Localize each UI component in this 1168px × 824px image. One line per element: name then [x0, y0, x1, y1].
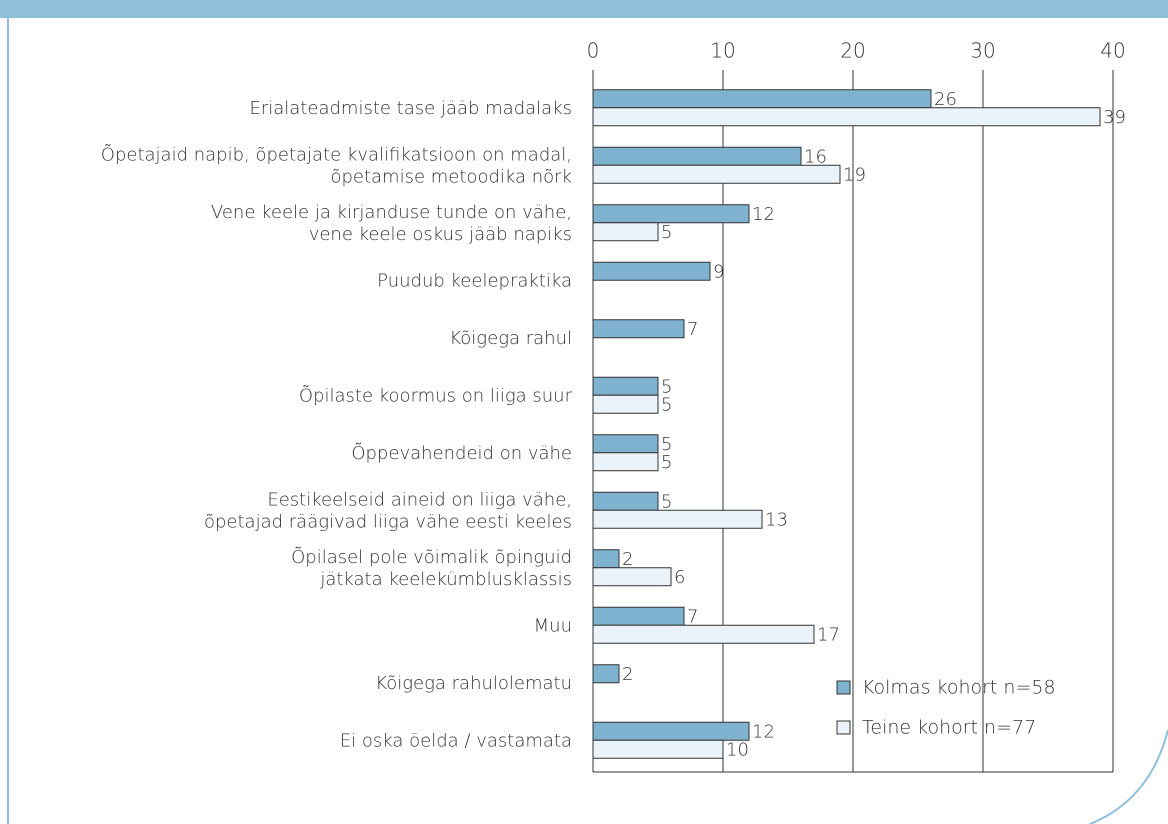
- category-label-line: õpetamise metoodika nõrk: [330, 166, 572, 187]
- bar: [592, 146, 802, 166]
- bar: [592, 549, 620, 569]
- category-label-line: Õpilaste koormus on liiga suur: [299, 384, 573, 406]
- bar: [592, 107, 1101, 127]
- category-label-line: Muu: [534, 615, 572, 636]
- category-label-line: jätkata keelekümblusklassis: [319, 569, 572, 590]
- bar: [592, 204, 750, 224]
- category-label: Kõigega rahul: [449, 328, 572, 349]
- category-label-line: Vene keele ja kirjanduse tunde on vähe,: [211, 202, 572, 223]
- category-label: Erialateadmiste tase jääb madalaks: [249, 98, 572, 119]
- value-label: 10: [726, 739, 749, 760]
- category-label: Õppevahendeid on vähe: [351, 442, 572, 464]
- value-label: 12: [752, 721, 775, 742]
- top-banner: [0, 0, 1168, 18]
- value-label: 9: [713, 261, 724, 282]
- category-label-line: Kõigega rahul: [449, 328, 572, 349]
- value-label: 39: [1103, 107, 1126, 128]
- value-label: 5: [661, 452, 672, 473]
- value-label: 5: [661, 394, 672, 415]
- category-label: Õpilasel pole võimalik õpinguid jätkata k…: [291, 546, 572, 590]
- value-label: 5: [661, 222, 672, 243]
- category-label-line: Erialateadmiste tase jääb madalaks: [249, 98, 572, 119]
- bar: [592, 164, 841, 184]
- category-label: Puudub keelepraktika: [377, 270, 572, 291]
- value-label: 7: [687, 606, 698, 627]
- legend-swatch: [836, 680, 851, 695]
- value-label: 7: [687, 319, 698, 340]
- bar: [592, 434, 659, 454]
- category-label: Ei oska öelda / vastamata: [340, 730, 572, 751]
- legend-label: Kolmas kohort n=58: [862, 677, 1056, 699]
- category-label: Õpetajaid napib, õpetajate kvalifikatsio…: [101, 143, 572, 187]
- bar: [592, 394, 659, 414]
- x-tick-label: 30: [970, 39, 995, 63]
- category-label-line: Kõigega rahulolematu: [375, 673, 572, 694]
- category-label: Õpilaste koormus on liiga suur: [299, 384, 573, 406]
- category-label: Muu: [534, 615, 572, 636]
- bar: [592, 664, 620, 684]
- value-label: 6: [674, 567, 685, 588]
- bar: [592, 721, 750, 741]
- x-tick-label: 10: [710, 39, 735, 63]
- category-label-line: õpetajad räägivad liiga vähe eesti keele…: [204, 511, 572, 532]
- value-label: 19: [843, 164, 866, 185]
- bar: [592, 624, 815, 644]
- category-label: Vene keele ja kirjanduse tunde on vähe, v…: [211, 202, 572, 245]
- category-label-line: Õpetajaid napib, õpetajate kvalifikatsio…: [101, 143, 572, 165]
- bar: [592, 319, 685, 339]
- x-tick-label: 40: [1100, 39, 1125, 63]
- value-label: 26: [934, 89, 957, 110]
- value-label: 13: [765, 509, 788, 530]
- legend-swatch: [836, 720, 851, 735]
- category-label-line: Puudub keelepraktika: [377, 270, 572, 291]
- legend-label: Teine kohort n=77: [862, 717, 1036, 739]
- x-tick-label: 0: [587, 39, 600, 63]
- x-tick-label: 20: [840, 39, 865, 63]
- category-label-line: Õpilasel pole võimalik õpinguid: [291, 546, 572, 568]
- bar: [592, 261, 711, 281]
- bar: [592, 606, 685, 626]
- category-label-line: vene keele oskus jääb napiks: [309, 224, 572, 245]
- bar: [592, 739, 724, 759]
- bar: [592, 89, 932, 109]
- value-label: 17: [817, 624, 840, 645]
- value-label: 16: [804, 146, 827, 167]
- category-label: Kõigega rahulolematu: [375, 673, 572, 694]
- value-label: 5: [661, 376, 672, 397]
- category-label: Eestikeelseid aineid on liiga vähe, õpeta…: [204, 489, 572, 532]
- bar: [592, 376, 659, 396]
- corner-curve: [1089, 729, 1168, 824]
- category-label-line: Õppevahendeid on vähe: [351, 442, 572, 464]
- value-label: 12: [752, 204, 775, 225]
- value-label: 5: [661, 491, 672, 512]
- value-label: 2: [622, 549, 633, 570]
- value-label: 2: [622, 664, 633, 685]
- category-label-line: Eestikeelseid aineid on liiga vähe,: [267, 489, 572, 510]
- bar: [592, 222, 659, 242]
- bar: [592, 491, 659, 511]
- value-label: 5: [661, 434, 672, 455]
- bar: [592, 567, 672, 587]
- bar: [592, 509, 763, 529]
- category-label-line: Ei oska öelda / vastamata: [340, 730, 572, 751]
- bar: [592, 452, 659, 472]
